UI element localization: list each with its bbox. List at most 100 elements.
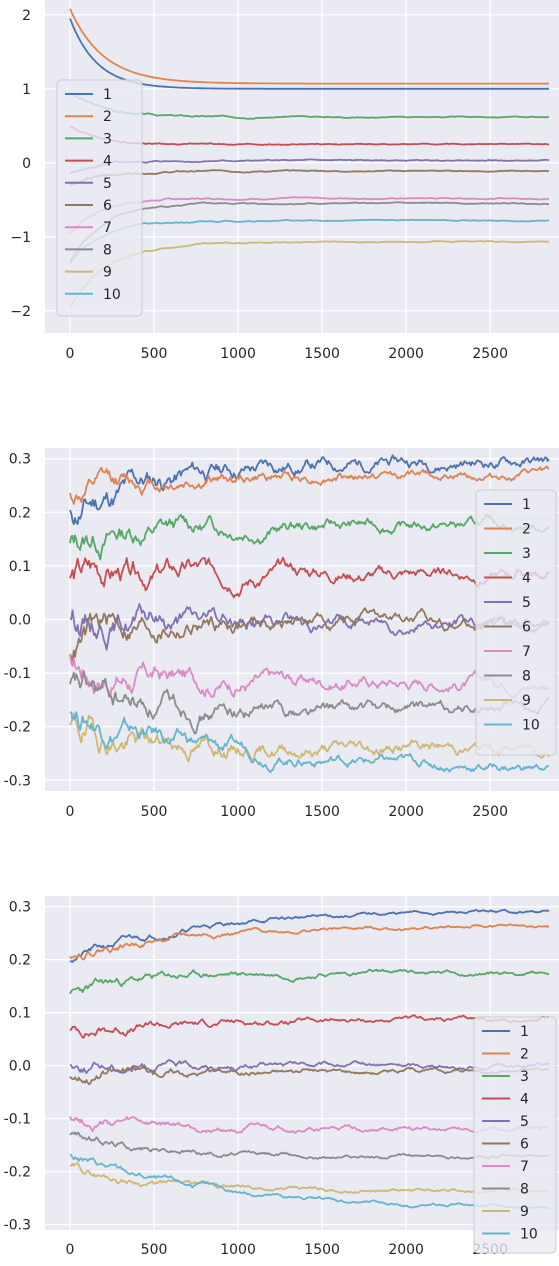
series-line-2 bbox=[69, 923, 550, 961]
legend-label-1: 1 bbox=[522, 497, 531, 513]
legend-label-5: 5 bbox=[522, 595, 531, 611]
series-line-10 bbox=[69, 218, 550, 264]
x-tick-label: 0 bbox=[66, 346, 75, 362]
line-chart-3: 050010001500200025000.30.20.10.0-0.1-0.2… bbox=[4, 896, 559, 1258]
chart-panel-3: 050010001500200025000.30.20.10.0-0.1-0.2… bbox=[0, 880, 559, 1266]
legend-label-6: 6 bbox=[103, 198, 112, 214]
x-tick-label: 2500 bbox=[472, 804, 508, 820]
x-tick-label: 1500 bbox=[304, 804, 340, 820]
y-tick-label: -0.1 bbox=[4, 1112, 31, 1128]
legend-label-7: 7 bbox=[520, 1159, 529, 1175]
x-tick-label: 1000 bbox=[220, 1242, 256, 1258]
legend: 1 2 3 4 5 6 7 8 9 10 bbox=[56, 79, 143, 317]
line-chart-2: 0 500 1000 1500 2000 2500 0.3 0.2 0.1 0.0 -0.1 -0.2… bbox=[4, 448, 559, 820]
x-tick-label: 500 bbox=[141, 346, 168, 362]
legend-label-1: 1 bbox=[103, 87, 112, 103]
y-tick-label: -0.1 bbox=[4, 666, 31, 682]
y-tick-label: 0.0 bbox=[9, 613, 31, 629]
y-tick-label: -0.2 bbox=[4, 1165, 31, 1181]
series-line-3 bbox=[69, 513, 550, 561]
legend-label-2: 2 bbox=[522, 522, 531, 538]
legend-label-5: 5 bbox=[520, 1114, 529, 1130]
x-tick-label: 0 bbox=[66, 804, 75, 820]
legend-label-2: 2 bbox=[103, 109, 112, 125]
legend-label-3: 3 bbox=[520, 1069, 529, 1085]
y-tick-label: 0.0 bbox=[9, 1059, 31, 1075]
series-line-4 bbox=[69, 1014, 550, 1039]
x-tick-label: 1500 bbox=[304, 1242, 340, 1258]
series-line-1 bbox=[69, 908, 550, 963]
series-line-1 bbox=[69, 454, 550, 526]
y-tick-label: 0.3 bbox=[9, 900, 31, 916]
y-tick-label: 0.1 bbox=[9, 559, 31, 575]
y-tick-label: −2 bbox=[10, 304, 31, 320]
x-tick-label: 0 bbox=[66, 1242, 75, 1258]
x-tick-label: 1000 bbox=[220, 346, 256, 362]
legend-label-5: 5 bbox=[103, 176, 112, 192]
series-line-6 bbox=[69, 607, 549, 662]
series-line-10 bbox=[69, 1153, 550, 1210]
series-line-6 bbox=[69, 169, 550, 186]
legend-label-7: 7 bbox=[522, 644, 531, 660]
legend-label-6: 6 bbox=[520, 1137, 529, 1153]
legend-label-3: 3 bbox=[103, 131, 112, 147]
legend-label-9: 9 bbox=[520, 1204, 529, 1220]
legend-label-6: 6 bbox=[522, 620, 531, 636]
y-tick-label: 0.2 bbox=[9, 505, 31, 521]
series-line-8 bbox=[69, 670, 550, 735]
y-tick-label: 1 bbox=[22, 82, 31, 98]
series-line-9 bbox=[69, 712, 550, 763]
x-tick-label: 2000 bbox=[388, 804, 424, 820]
legend-label-4: 4 bbox=[522, 571, 531, 587]
series-line-5 bbox=[69, 158, 549, 175]
y-tick-label: 0.3 bbox=[9, 452, 31, 468]
legend-label-8: 8 bbox=[103, 242, 112, 258]
legend-label-3: 3 bbox=[522, 546, 531, 562]
y-tick-label: 0.2 bbox=[9, 953, 31, 969]
series-line-3 bbox=[69, 968, 550, 995]
y-tick-label: -0.2 bbox=[4, 720, 31, 736]
legend: 1 2 3 4 5 6 7 8 9 10 bbox=[473, 1016, 557, 1254]
series-line-7 bbox=[69, 1116, 550, 1134]
legend-label-2: 2 bbox=[520, 1047, 529, 1063]
legend-box bbox=[475, 489, 557, 756]
series-line-2 bbox=[69, 8, 549, 85]
y-tick-label: 0 bbox=[22, 156, 31, 172]
legend-label-9: 9 bbox=[103, 265, 112, 281]
legend-label-4: 4 bbox=[103, 154, 112, 170]
legend-label-10: 10 bbox=[522, 718, 540, 734]
series-line-1 bbox=[69, 18, 549, 90]
x-tick-label: 2000 bbox=[388, 1242, 424, 1258]
x-tick-label: 500 bbox=[141, 804, 168, 820]
x-tick-label: 2500 bbox=[472, 346, 508, 362]
legend-label-1: 1 bbox=[520, 1024, 529, 1040]
x-tick-label: 2000 bbox=[388, 346, 424, 362]
series-line-9 bbox=[69, 1162, 549, 1195]
x-tick-label: 500 bbox=[141, 1242, 168, 1258]
series-line-3 bbox=[69, 92, 550, 120]
y-tick-label: 2 bbox=[22, 8, 31, 24]
series-line-6 bbox=[69, 1064, 550, 1086]
legend-box bbox=[473, 1016, 557, 1254]
y-tick-label: -0.3 bbox=[4, 1218, 31, 1234]
x-tick-label: 1500 bbox=[304, 346, 340, 362]
legend-label-8: 8 bbox=[520, 1182, 529, 1198]
legend-label-7: 7 bbox=[103, 220, 112, 236]
series-line-7 bbox=[69, 196, 550, 234]
series-line-2 bbox=[69, 465, 550, 505]
series-line-10 bbox=[69, 711, 550, 774]
legend-label-8: 8 bbox=[522, 669, 531, 685]
series-line-7 bbox=[69, 654, 550, 699]
y-tick-label: -0.3 bbox=[4, 773, 31, 789]
legend-label-9: 9 bbox=[522, 693, 531, 709]
series-line-8 bbox=[69, 201, 549, 264]
y-tick-label: −1 bbox=[10, 230, 31, 246]
series-line-5 bbox=[69, 603, 550, 651]
x-tick-label: 1000 bbox=[220, 804, 256, 820]
series-line-8 bbox=[69, 1131, 550, 1160]
legend-label-4: 4 bbox=[520, 1092, 529, 1108]
legend: 1 2 3 4 5 6 7 8 9 10 bbox=[475, 489, 557, 756]
y-tick-label: 0.1 bbox=[9, 1006, 31, 1022]
legend-label-10: 10 bbox=[520, 1227, 538, 1243]
